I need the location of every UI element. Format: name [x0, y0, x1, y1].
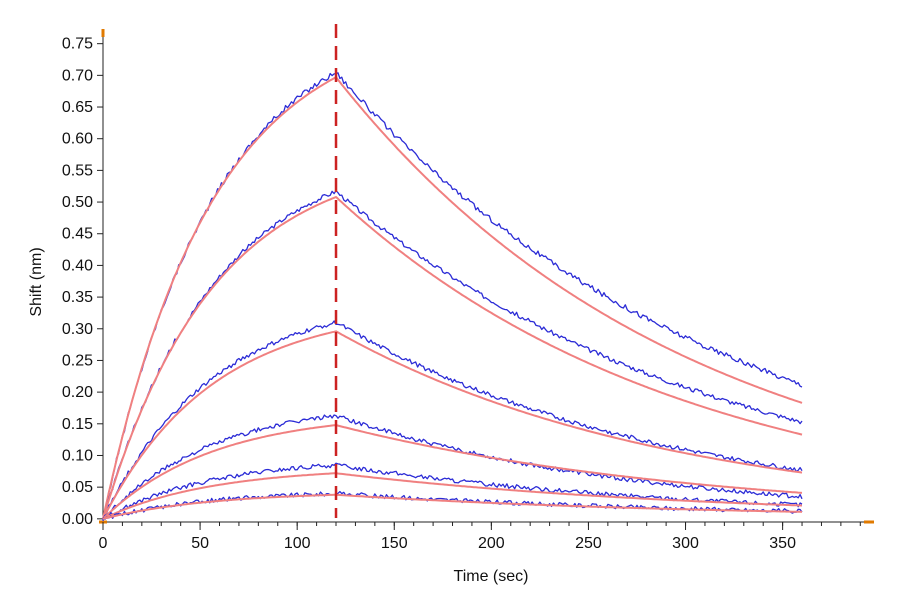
y-tick-label: 0.15: [62, 416, 93, 433]
fit-series-line: [102, 493, 803, 520]
series-layer: [102, 72, 803, 522]
fit-series-line: [102, 76, 803, 520]
y-tick-label: 0.05: [62, 479, 93, 496]
axes: 0 50 100 150 200 250 300 350 0.00 0.05 0.10 0.15 0.2…: [62, 29, 874, 552]
y-tick-label: 0.20: [62, 384, 93, 401]
y-tick-label: 0.65: [62, 99, 93, 116]
y-tick-label: 0.00: [62, 511, 93, 528]
x-tick-label: 100: [284, 535, 311, 552]
measured-series-line: [102, 490, 803, 520]
y-tick-label: 0.10: [62, 447, 93, 464]
y-tick-label: 0.30: [62, 321, 93, 338]
y-tick-label: 0.55: [62, 162, 93, 179]
x-tick-label: 150: [381, 535, 408, 552]
y-tick-label: 0.40: [62, 257, 93, 274]
y-tick-label: 0.25: [62, 352, 93, 369]
y-tick-label: 0.35: [62, 289, 93, 306]
x-tick-label: 200: [478, 535, 505, 552]
y-axis-title: Shift (nm): [28, 247, 45, 316]
measured-series-line: [102, 320, 803, 520]
measured-series-line: [102, 190, 803, 521]
y-tick-label: 0.50: [62, 194, 93, 211]
x-tick-label: 0: [99, 535, 108, 552]
fit-series-line: [102, 472, 802, 520]
y-tick-label: 0.75: [62, 36, 93, 53]
x-tick-label: 50: [191, 535, 209, 552]
y-tick-label: 0.60: [62, 131, 93, 148]
y-tick-label: 0.70: [62, 67, 93, 84]
x-axis-title: Time (sec): [454, 568, 529, 585]
x-tick-label: 300: [672, 535, 699, 552]
measured-series-line: [102, 414, 803, 520]
fit-series-line: [102, 424, 803, 520]
x-tick-label: 350: [769, 535, 796, 552]
fit-series-line: [102, 330, 803, 520]
fit-series-line: [102, 196, 803, 520]
y-tick-label: 0.45: [62, 226, 93, 243]
measured-series-line: [102, 462, 803, 520]
x-tick-label: 250: [575, 535, 602, 552]
